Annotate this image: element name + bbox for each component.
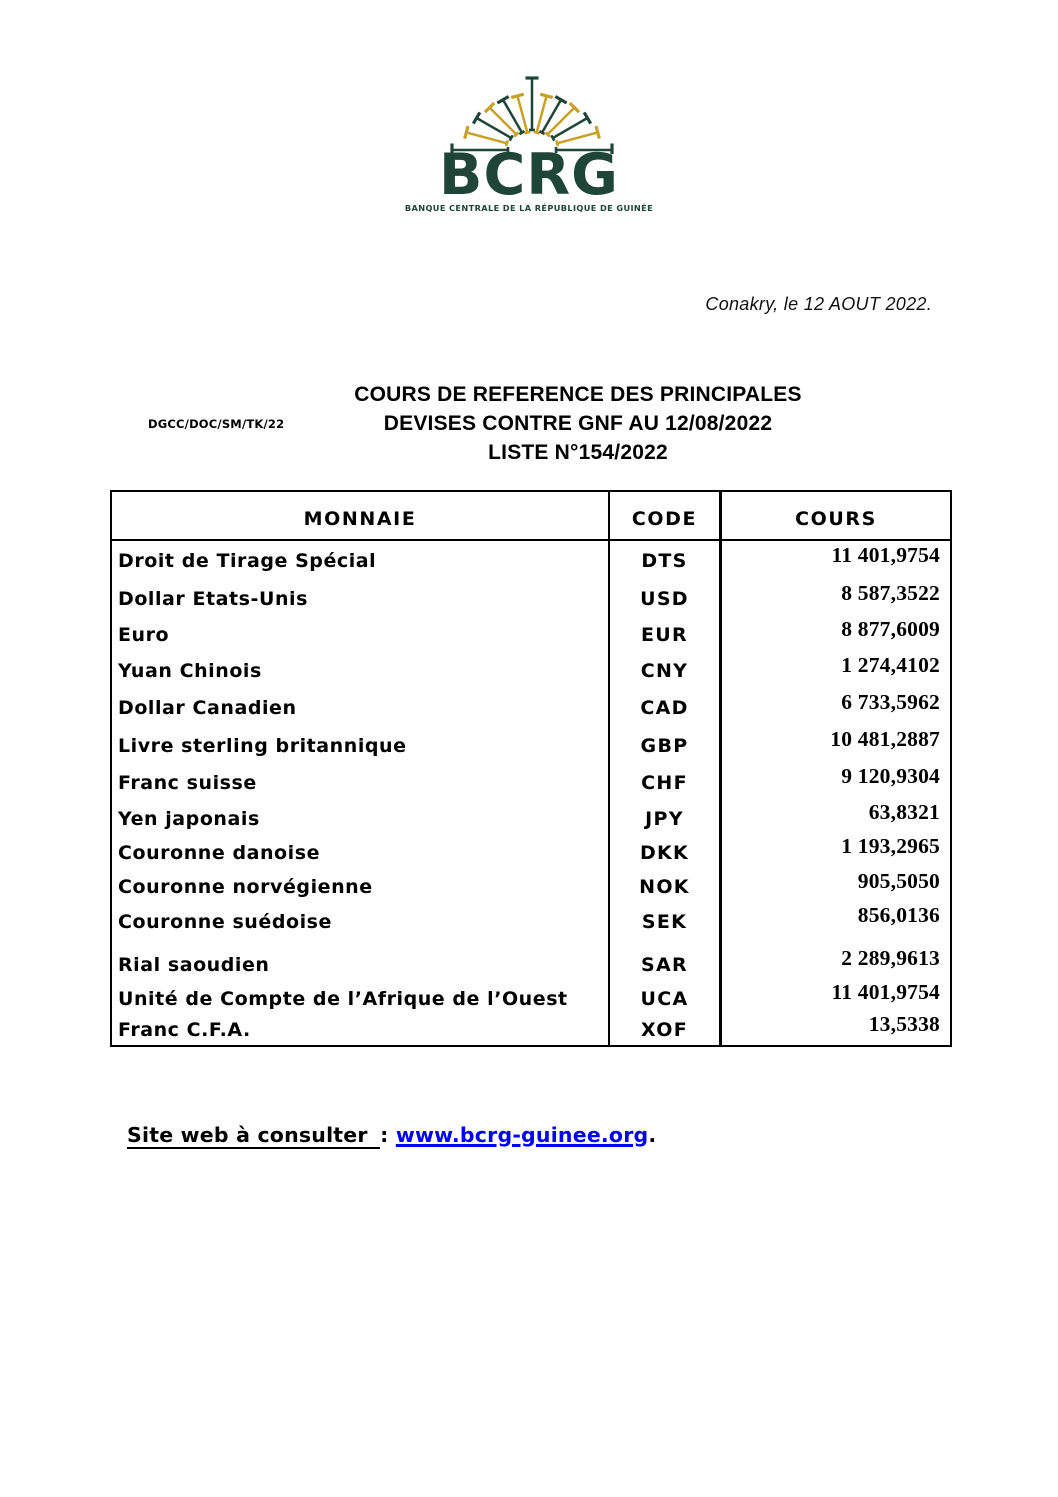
table-row: Yen japonais JPY 63,8321 [112, 800, 950, 836]
table-row: Couronne suédoise SEK 856,0136 [112, 903, 950, 938]
title-line-2: DEVISES CONTRE GNF AU 12/08/2022 [383, 412, 773, 435]
currency-code-cell: EUR [610, 617, 722, 653]
table-row: Droit de Tirage Spécial DTS 11 401,9754 [112, 541, 950, 581]
table-row: Couronne norvégienne NOK 905,5050 [112, 869, 950, 905]
currency-name-cell: Rial saoudien [112, 938, 610, 982]
currency-code-cell: UCA [610, 982, 722, 1015]
currency-name-cell: Yen japonais [112, 801, 610, 836]
rate-value-cell: 6 733,5962 [841, 689, 940, 714]
rate-value-cell: 11 401,9754 [831, 980, 940, 1004]
exchange-rates-table: MONNAIE CODE COURS Droit de Tirage Spéci… [110, 490, 952, 1047]
currency-code-cell: SEK [610, 905, 722, 938]
currency-name-cell: Dollar Etats-Unis [112, 581, 610, 617]
header-code: CODE [610, 492, 722, 539]
website-label: Site web à consulter [127, 1123, 381, 1149]
rate-value-cell: 905,5050 [857, 868, 940, 893]
table-row: Yuan Chinois CNY 1 274,4102 [112, 653, 950, 689]
header-cours: COURS [795, 507, 877, 530]
table-row: Dollar Canadien CAD 6 733,5962 [112, 689, 950, 727]
currency-code-cell: GBP [610, 727, 722, 764]
reference-code: DGCC/DOC/SM/TK/22 [148, 417, 285, 431]
currency-code-cell: DTS [610, 541, 722, 581]
website-line: Site web à consulter : www.bcrg-guinee.o… [127, 1123, 657, 1149]
currency-code-cell: XOF [610, 1015, 722, 1045]
rate-value-cell: 8 587,3522 [841, 580, 940, 605]
currency-name-cell: Droit de Tirage Spécial [112, 541, 610, 581]
currency-name-cell: Livre sterling britannique [112, 727, 610, 764]
website-period: . [648, 1123, 657, 1147]
currency-code-cell: CHF [610, 764, 722, 801]
rate-value-cell: 11 401,9754 [831, 542, 940, 567]
table-row: Unité de Compte de l’Afrique de l’Ouest U… [112, 980, 950, 1015]
rate-value-cell: 10 481,2887 [830, 727, 940, 751]
website-separator: : [380, 1123, 396, 1147]
currency-name-cell: Franc suisse [112, 764, 610, 801]
table-row: Franc C.F.A. XOF 13,5338 [112, 1012, 950, 1045]
currency-name-cell: Couronne norvégienne [112, 869, 610, 905]
table-header-row: MONNAIE CODE COURS [112, 492, 950, 541]
rate-value-cell: 1 193,2965 [841, 834, 940, 858]
rate-value-cell: 856,0136 [857, 903, 940, 927]
rate-value-cell: 2 289,9613 [841, 946, 940, 970]
table-body: Droit de Tirage Spécial DTS 11 401,9754 Dol… [112, 541, 950, 1045]
currency-code-cell: CAD [610, 689, 722, 727]
currency-name-cell: Yuan Chinois [112, 653, 610, 689]
table-row: Franc suisse CHF 9 120,9304 [112, 764, 950, 801]
currency-code-cell: DKK [610, 836, 722, 869]
table-row: Euro EUR 8 877,6009 [112, 617, 950, 653]
bcrg-logo-sunburst [450, 76, 614, 154]
currency-code-cell: USD [610, 581, 722, 617]
table-row: Rial saoudien SAR 2 289,9613 [112, 938, 950, 982]
currency-name-cell: Dollar Canadien [112, 689, 610, 727]
date-line: Conakry, le 12 AOUT 2022. [705, 294, 932, 314]
rate-value-cell: 8 877,6009 [841, 616, 940, 641]
bcrg-logo-text: BCRG [439, 142, 619, 208]
rate-value-cell: 63,8321 [868, 800, 940, 824]
header-monnaie: MONNAIE [112, 492, 610, 539]
rate-value-cell: 1 274,4102 [841, 652, 940, 677]
currency-name-cell: Franc C.F.A. [112, 1015, 610, 1045]
currency-name-cell: Couronne suédoise [112, 905, 610, 938]
table-row: Couronne danoise DKK 1 193,2965 [112, 834, 950, 869]
currency-code-cell: JPY [610, 801, 722, 836]
bcrg-logo-tagline: BANQUE CENTRALE DE LA RÉPUBLIQUE DE GUIN… [404, 203, 654, 213]
currency-name-cell: Euro [112, 617, 610, 653]
document-title: COURS DE REFERENCE DES PRINCIPALES DEVIS… [278, 380, 878, 467]
website-link[interactable]: www.bcrg-guinee.org [395, 1123, 649, 1147]
currency-code-cell: NOK [610, 869, 722, 905]
table-row: Dollar Etats-Unis USD 8 587,3522 [112, 581, 950, 617]
title-line-1: COURS DE REFERENCE DES PRINCIPALES [354, 383, 802, 406]
rate-value-cell: 9 120,9304 [841, 764, 940, 788]
currency-name-cell: Couronne danoise [112, 836, 610, 869]
title-line-3: LISTE N°154/2022 [488, 441, 668, 464]
currency-code-cell: CNY [610, 653, 722, 689]
currency-name-cell: Unité de Compte de l’Afrique de l’Ouest [112, 982, 610, 1015]
table-row: Livre sterling britannique GBP 10 481,2887 [112, 727, 950, 764]
currency-code-cell: SAR [610, 938, 722, 982]
rate-value-cell: 13,5338 [868, 1011, 940, 1036]
